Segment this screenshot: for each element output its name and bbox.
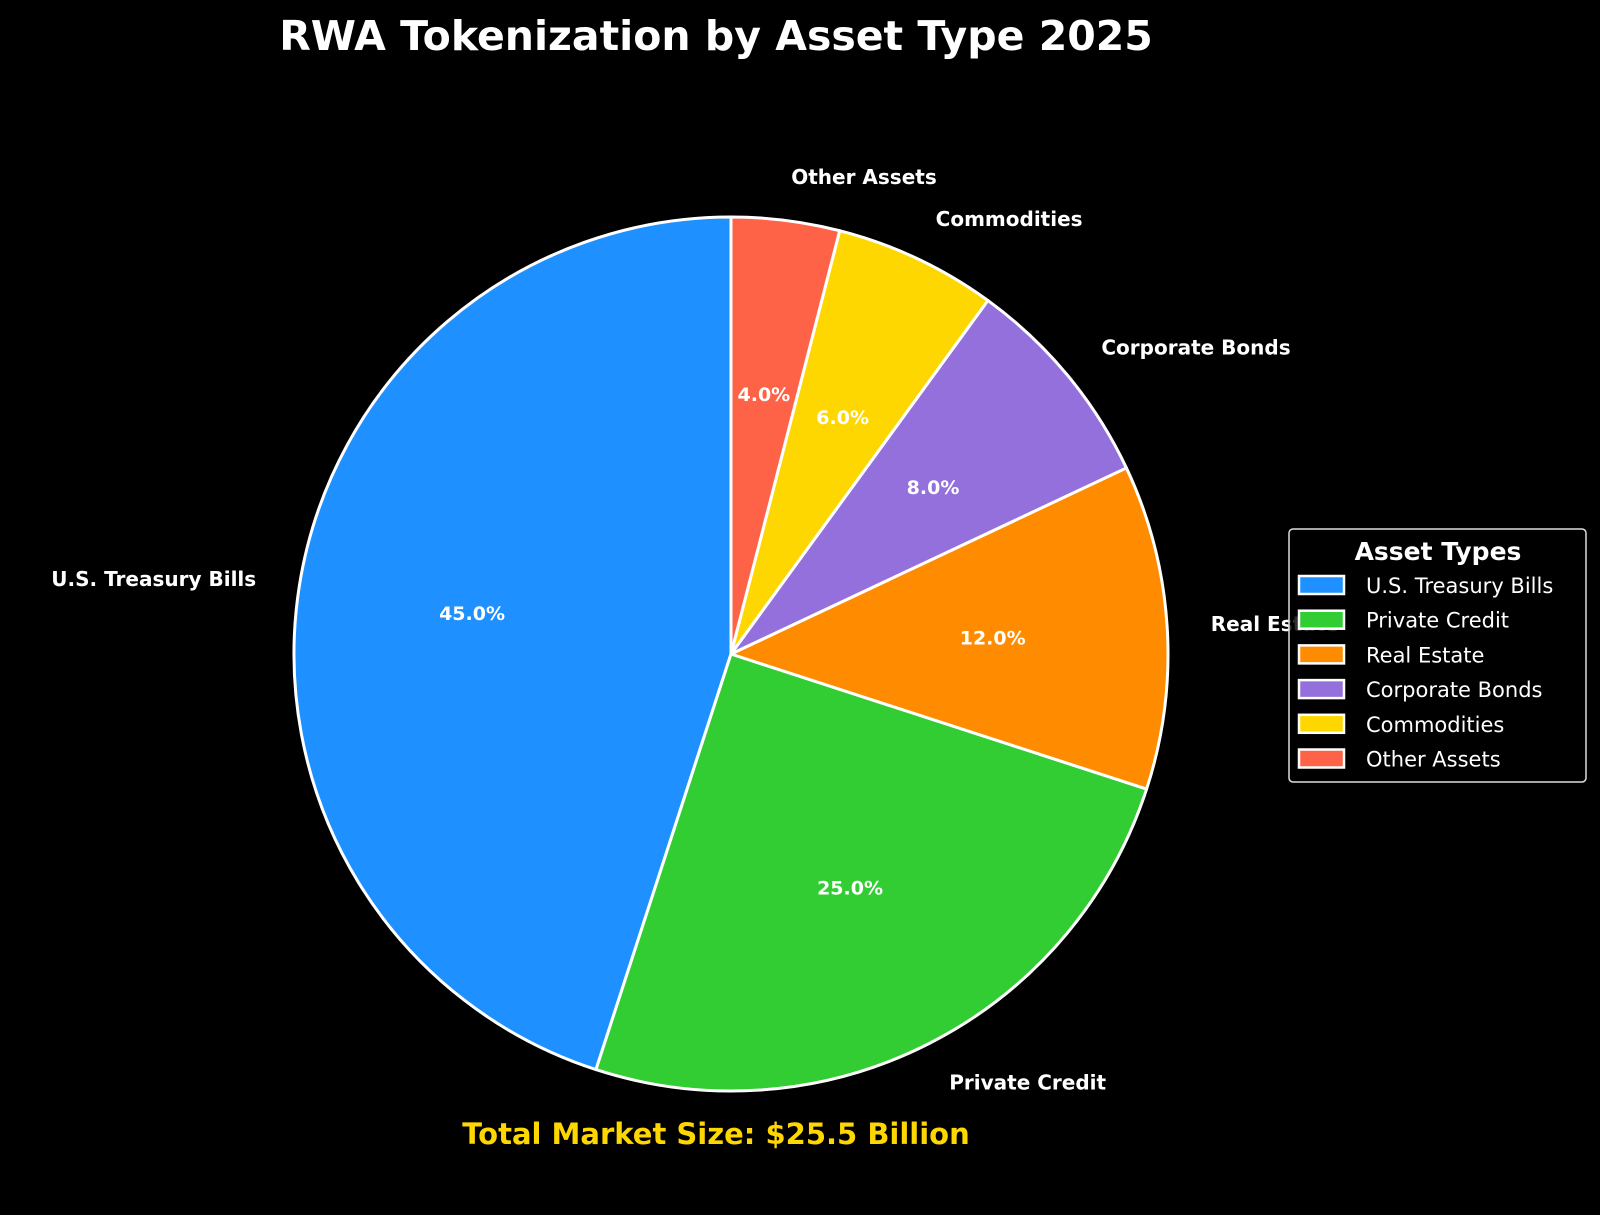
- pct-label-corporate-bonds: 8.0%: [907, 477, 960, 499]
- legend-label-corporate-bonds: Corporate Bonds: [1366, 678, 1543, 702]
- legend-label-private-credit: Private Credit: [1366, 609, 1509, 633]
- wedge-real-estate: [729, 466, 1170, 791]
- legend-swatch-private-credit: [1297, 609, 1346, 630]
- slice-label-corporate-bonds: Corporate Bonds: [1101, 336, 1290, 360]
- slice-label-commodities: Commodities: [936, 207, 1083, 231]
- pct-label-commodities: 6.0%: [816, 407, 869, 429]
- legend-swatch-u-s-treasury-bills: [1297, 574, 1346, 596]
- legend-title: Asset Types: [1355, 537, 1522, 566]
- chart-title: RWA Tokenization by Asset Type 2025: [279, 12, 1153, 60]
- wedge-private-credit: [594, 652, 1149, 1093]
- wedge-u-s-treasury-bills: [292, 215, 733, 1072]
- wedge-other-assets: [729, 215, 842, 656]
- legend: Asset Types U.S. Treasury Bills Private C…: [1288, 528, 1587, 783]
- pct-label-real-estate: 12.0%: [960, 628, 1026, 650]
- legend-swatch-corporate-bonds: [1297, 678, 1346, 700]
- legend-swatch-real-estate: [1297, 644, 1346, 665]
- legend-label-u-s-treasury-bills: U.S. Treasury Bills: [1366, 574, 1553, 598]
- pct-label-u-s-treasury-bills: 45.0%: [439, 603, 505, 625]
- legend-label-other-assets: Other Assets: [1366, 748, 1501, 772]
- slice-label-other-assets: Other Assets: [791, 165, 937, 189]
- slice-label-u-s-treasury-bills: U.S. Treasury Bills: [51, 567, 256, 591]
- pct-label-private-credit: 25.0%: [817, 878, 883, 900]
- legend-label-commodities: Commodities: [1366, 713, 1504, 737]
- pct-label-other-assets: 4.0%: [738, 384, 791, 406]
- legend-label-real-estate: Real Estate: [1366, 643, 1484, 667]
- wedge-commodities: [729, 229, 990, 656]
- legend-frame: [1288, 528, 1587, 783]
- slice-label-private-credit: Private Credit: [949, 1070, 1106, 1094]
- total-market-annotation: Total Market Size: $25.5 Billion: [462, 1117, 970, 1151]
- wedge-corporate-bonds: [729, 298, 1128, 656]
- legend-swatch-other-assets: [1297, 748, 1346, 769]
- legend-swatch-commodities: [1297, 713, 1346, 735]
